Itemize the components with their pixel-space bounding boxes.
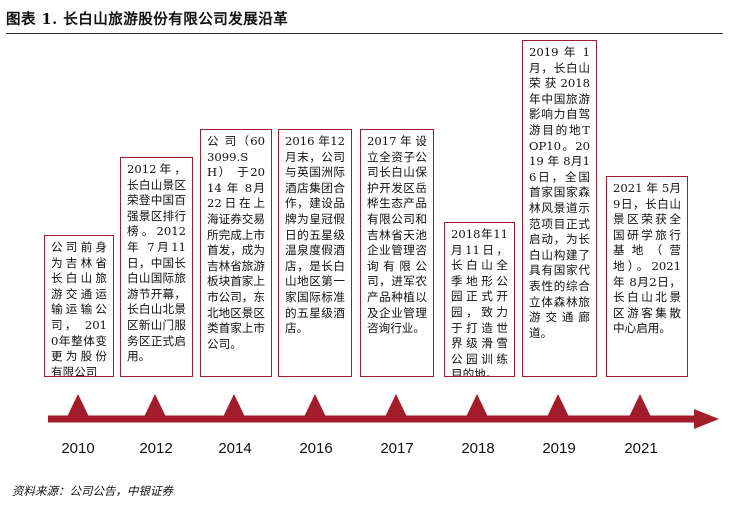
milestone-box-2021: 2021 年 5月9日，长白山景区荣获全国研学旅行基地（营地）。2021 年 8… — [606, 176, 688, 377]
marker-2014 — [222, 394, 246, 419]
year-label-2012: 2012 — [139, 440, 173, 457]
year-label-2014: 2014 — [218, 440, 252, 457]
year-label-2016: 2016 — [299, 440, 333, 457]
milestone-box-2018: 2018年11月11日，长白山全季地形公园正式开园，致力于打造世界级滑雪公园训练… — [444, 222, 515, 377]
milestone-box-2014: 公 司（603099.SH） 于2014 年 8月22日在上海证券交易所完成上市… — [200, 129, 272, 377]
marker-2019 — [546, 394, 570, 419]
marker-2012 — [143, 394, 167, 419]
timeline-arrowhead — [694, 409, 719, 429]
marker-2010 — [66, 394, 90, 419]
marker-2016 — [303, 394, 327, 419]
milestone-box-2019: 2019 年 1月，长白山荣获2018年中国旅游影响力自驾游目的地TOP10。2… — [522, 40, 597, 377]
marker-2018 — [465, 394, 489, 419]
milestone-box-2010: 公司前身为吉林省长白山旅游交通运输运输公司， 2010年整体变更为股份有限公司 — [44, 235, 114, 377]
year-label-2021: 2021 — [624, 440, 658, 457]
title-rule — [6, 33, 723, 34]
year-label-2017: 2017 — [380, 440, 414, 457]
year-label-2018: 2018 — [461, 440, 495, 457]
year-label-2019: 2019 — [542, 440, 576, 457]
marker-2021 — [628, 394, 652, 419]
milestone-box-2017: 2017年设立全资子公司长白山保护开发区岳桦生态产品有限公司和吉林省天池企业管理… — [360, 129, 434, 377]
figure-title: 图表 1. 长白山旅游股份有限公司发展沿革 — [6, 11, 289, 28]
source-note: 资料来源：公司公告，中银证券 — [12, 484, 173, 498]
milestone-box-2016: 2016 年12月末，公司与英国洲际酒店集团合作，建设品牌为皇冠假日的五星级温泉… — [278, 129, 352, 377]
year-label-2010: 2010 — [61, 440, 95, 457]
milestone-box-2012: 2012年，长白山景区荣登中国百强景区排行榜。2012 年 7月11日，中国长白… — [120, 157, 193, 377]
marker-2017 — [384, 394, 408, 419]
